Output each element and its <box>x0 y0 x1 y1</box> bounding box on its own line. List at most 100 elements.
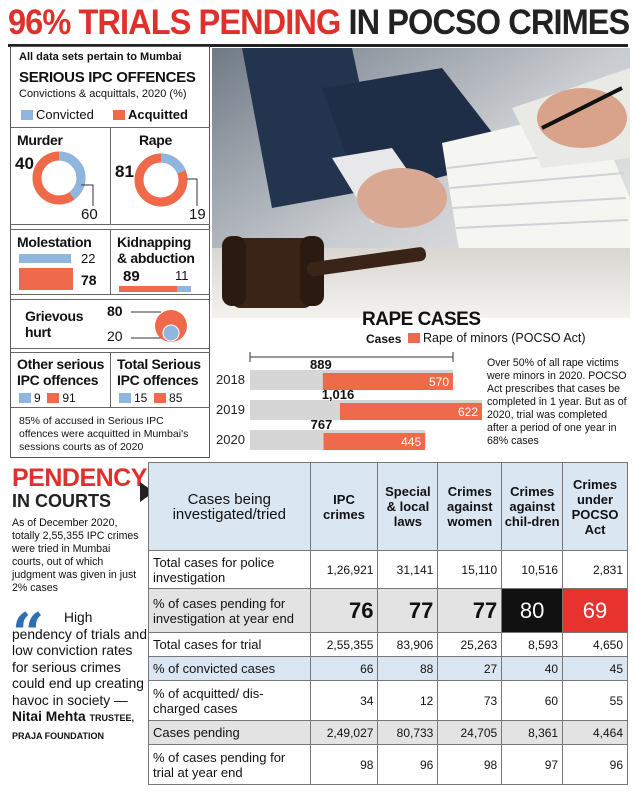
row-6-women: 98 <box>437 744 503 785</box>
molestation-label: Molestation <box>17 234 92 250</box>
row-5-ipc: 2,49,027 <box>309 720 379 745</box>
legend-acquitted-label: Acquitted <box>128 107 188 122</box>
row-6-children: 97 <box>501 744 564 785</box>
convicted-swatch <box>21 110 33 120</box>
bar-pocso-2020 <box>323 433 426 450</box>
grievous-convicted-circle <box>162 324 180 342</box>
legend-convicted-label: Convicted <box>36 107 94 122</box>
other-label-1: Other serious <box>17 356 105 372</box>
table-row-3: % of convicted cases 66 88 27 40 45 <box>148 656 628 681</box>
quote-text: High pendency of trials and low convicti… <box>12 610 147 708</box>
other-box: Other serious IPC offences 9 91 <box>11 352 111 408</box>
row-5-pocso: 4,464 <box>562 720 628 745</box>
row-1-ipc: 76 <box>309 588 379 633</box>
kidnapping-acquitted-bar <box>119 286 177 292</box>
row-4-children: 60 <box>501 680 564 721</box>
row-1-special: 77 <box>377 588 439 633</box>
table-row-1: % of cases pending for investigation at … <box>148 588 628 633</box>
other-values: 9 91 <box>19 391 76 405</box>
total-label-2: IPC offences <box>117 372 199 388</box>
pendency-table: Cases being investigated/tried IPC crime… <box>148 462 628 785</box>
kidnapping-convicted: 11 <box>175 268 189 283</box>
row-3-women: 27 <box>437 656 503 681</box>
row-4-women: 73 <box>437 680 503 721</box>
rape-box: Rape 81 19 <box>111 127 210 225</box>
row-1-children: 80 <box>501 588 564 633</box>
row-0-women: 15,110 <box>437 550 503 589</box>
grievous-box: Grievous hurt 80 20 <box>11 299 210 349</box>
row-3-label: % of convicted cases <box>148 656 311 681</box>
cases-value-2019: 1,016 <box>322 387 355 402</box>
bar-pocso-2018 <box>322 373 453 390</box>
rape-legend-cases: Cases <box>366 332 402 346</box>
year-label-2018: 2018 <box>216 372 245 387</box>
total-label-1: Total Serious <box>117 356 201 372</box>
year-label-2019: 2019 <box>216 402 245 417</box>
murder-box: Murder 40 60 <box>11 127 111 225</box>
total-values: 15 85 <box>119 391 182 405</box>
quote-author-1: Nitai <box>12 709 42 724</box>
header-pocso: Crimes under POCSO Act <box>562 462 628 551</box>
header-children: Crimes against chil-dren <box>501 462 564 551</box>
total-box: Total Serious IPC offences 15 85 <box>111 352 210 408</box>
total-convicted-swatch <box>119 393 131 403</box>
headline-rule <box>8 44 628 47</box>
gavel <box>222 236 427 308</box>
table-row-4: % of acquitted/ dis-charged cases 34 12 … <box>148 680 628 721</box>
row-0-ipc: 1,26,921 <box>309 550 379 589</box>
mumbai-note: All data sets pertain to Mumbai <box>19 51 182 63</box>
rape-convicted: 19 <box>189 206 206 223</box>
pocso-value-2018: 570 <box>429 375 449 389</box>
other-acquitted: 91 <box>62 391 76 405</box>
legend-convicted: Convicted <box>21 107 94 122</box>
row-6-ipc: 98 <box>309 744 379 785</box>
row-2-women: 25,263 <box>437 632 503 657</box>
rape-acquitted: 81 <box>115 162 134 181</box>
row-4-ipc: 34 <box>309 680 379 721</box>
other-convicted-swatch <box>19 393 31 403</box>
rape-leader <box>187 178 198 206</box>
pendency-block: PENDENCY IN COURTS As of December 2020, … <box>12 465 147 595</box>
court-photo <box>212 48 630 318</box>
row-3-children: 40 <box>501 656 564 681</box>
headline: 96% TRIALS PENDING IN POCSO CRIMES <box>8 2 630 44</box>
hand-left <box>357 168 447 228</box>
rape-note: Over 50% of all rape victims were minors… <box>487 357 627 447</box>
row-4-label: % of acquitted/ dis-charged cases <box>148 680 311 721</box>
row-4-pocso: 55 <box>562 680 628 721</box>
pendency-title-1: PENDENCY <box>12 464 147 492</box>
row-2-special: 83,906 <box>377 632 439 657</box>
ipc-offences-panel: All data sets pertain to Mumbai SERIOUS … <box>10 46 210 458</box>
pendency-table-wrap: Cases being investigated/tried IPC crime… <box>148 462 628 792</box>
kidnapping-label-2: & abduction <box>117 250 195 266</box>
molestation-convicted: 22 <box>81 251 96 266</box>
table-header-row: Cases being investigated/tried IPC crime… <box>148 462 628 551</box>
rape-donut <box>134 153 188 207</box>
bar-pocso-2019 <box>339 403 482 420</box>
row-1-label: % of cases pending for investigation at … <box>148 588 311 633</box>
row-5-children: 8,361 <box>501 720 564 745</box>
acquitted-swatch <box>113 110 125 120</box>
ipc-footnote: 85% of accused in Serious IPC offences w… <box>19 415 189 453</box>
table-row-0: Total cases for police investigation 1,2… <box>148 550 628 589</box>
headline-dark: IN POCSO CRIMES <box>348 3 630 42</box>
murder-label: Murder <box>17 132 63 148</box>
rape-cases-title: RAPE CASES <box>362 309 481 330</box>
row-3-pocso: 45 <box>562 656 628 681</box>
row-6-special: 96 <box>377 744 439 785</box>
row-5-label: Cases pending <box>148 720 311 745</box>
headline-red: 96% TRIALS PENDING <box>8 3 341 42</box>
quote-mark-icon: “ <box>12 601 45 667</box>
molestation-box: Molestation 22 78 <box>11 229 111 295</box>
row-0-children: 10,516 <box>501 550 564 589</box>
kidnapping-box: Kidnapping & abduction 89 11 <box>111 229 210 295</box>
quote-role-2: PRAJA FOUNDATION <box>12 730 104 741</box>
cases-value-2020: 767 <box>311 417 333 432</box>
rape-legend-pocso-label: Rape of minors (POCSO Act) <box>423 331 586 345</box>
header-ipc: IPC crimes <box>309 462 379 551</box>
row-1-pocso: 69 <box>562 588 628 633</box>
row-5-special: 80,733 <box>377 720 439 745</box>
row-4-special: 12 <box>377 680 439 721</box>
quote-role-1: TRUSTEE, <box>89 713 134 723</box>
header-cases: Cases being investigated/tried <box>148 462 311 551</box>
